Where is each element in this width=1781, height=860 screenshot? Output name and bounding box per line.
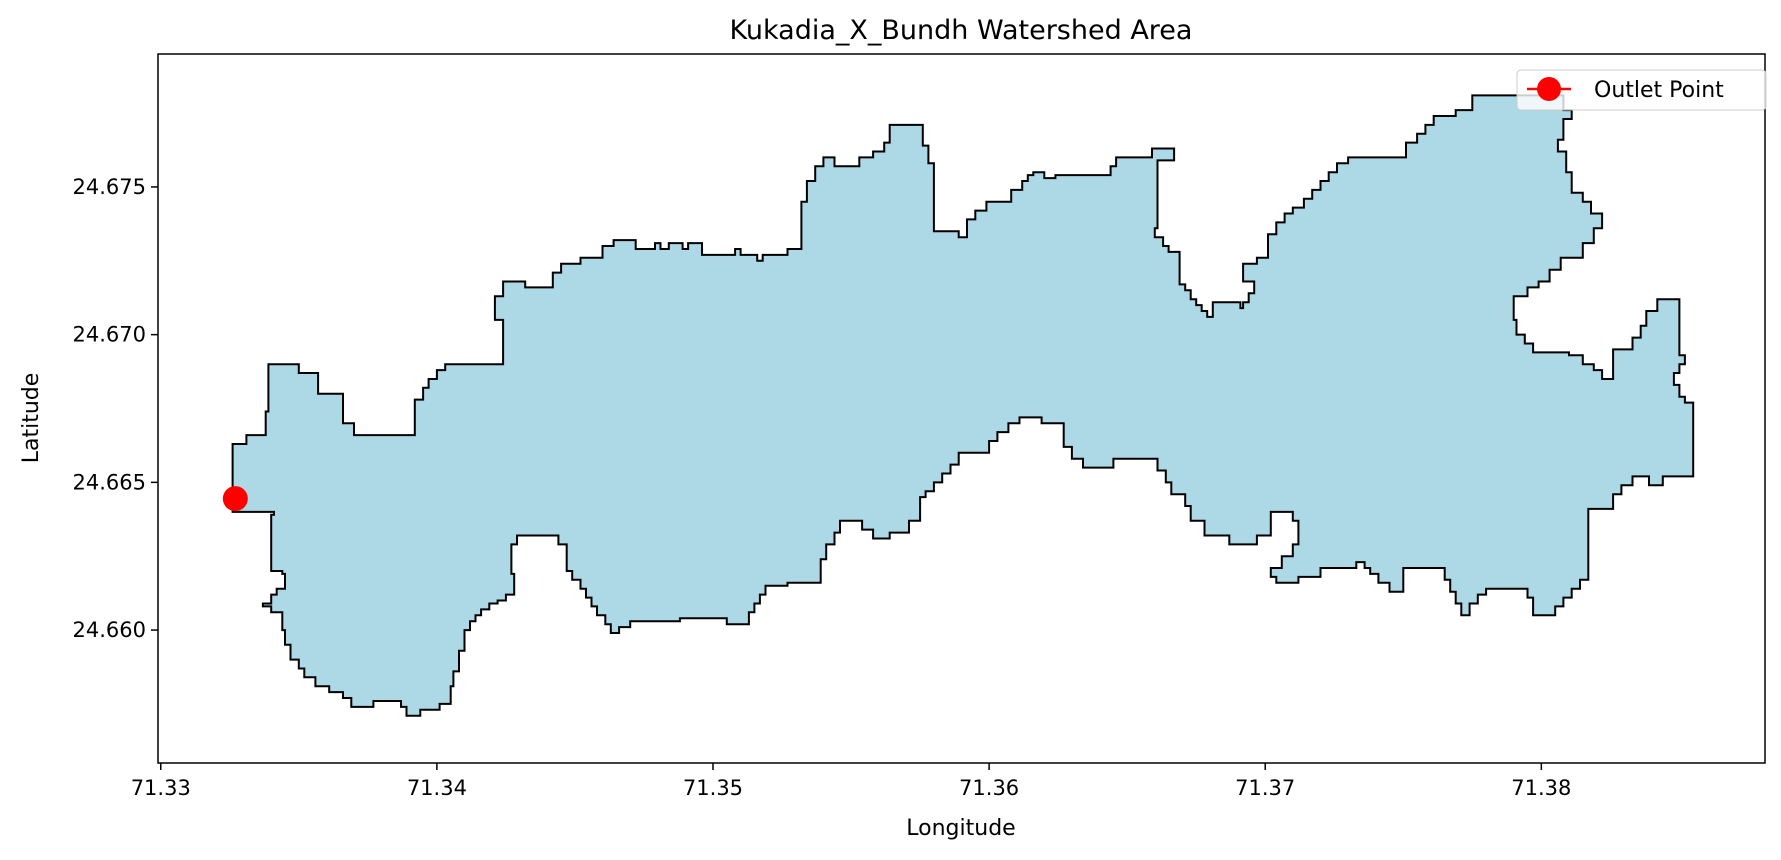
y-tick-label: 24.665 (73, 470, 146, 494)
legend-label: Outlet Point (1594, 78, 1724, 103)
x-axis-label: Longitude (906, 816, 1015, 841)
plot-area (157, 53, 1766, 764)
y-axis-label: Latitude (19, 373, 44, 464)
x-tick-label: 71.33 (131, 776, 191, 800)
outlet-point-marker (222, 486, 248, 512)
legend: Outlet Point (1516, 69, 1767, 111)
y-tick-label: 24.670 (73, 323, 146, 347)
chart-title: Kukadia_X_Bundh Watershed Area (730, 15, 1193, 46)
x-tick-label: 71.38 (1511, 776, 1571, 800)
x-tick-label: 71.34 (407, 776, 467, 800)
watershed-polygon (231, 94, 1695, 717)
x-tick-label: 71.36 (959, 776, 1019, 800)
axes-frame (157, 53, 1766, 764)
axis-ticks: 71.33 71.34 71.35 71.36 71.37 71.38 24.660 24.6… (73, 175, 1572, 800)
y-tick-label: 24.675 (73, 175, 146, 199)
y-tick-label: 24.660 (73, 618, 146, 642)
legend-marker (1537, 77, 1561, 101)
x-tick-label: 71.37 (1235, 776, 1295, 800)
legend-box (1516, 69, 1767, 111)
x-tick-label: 71.35 (683, 776, 743, 800)
